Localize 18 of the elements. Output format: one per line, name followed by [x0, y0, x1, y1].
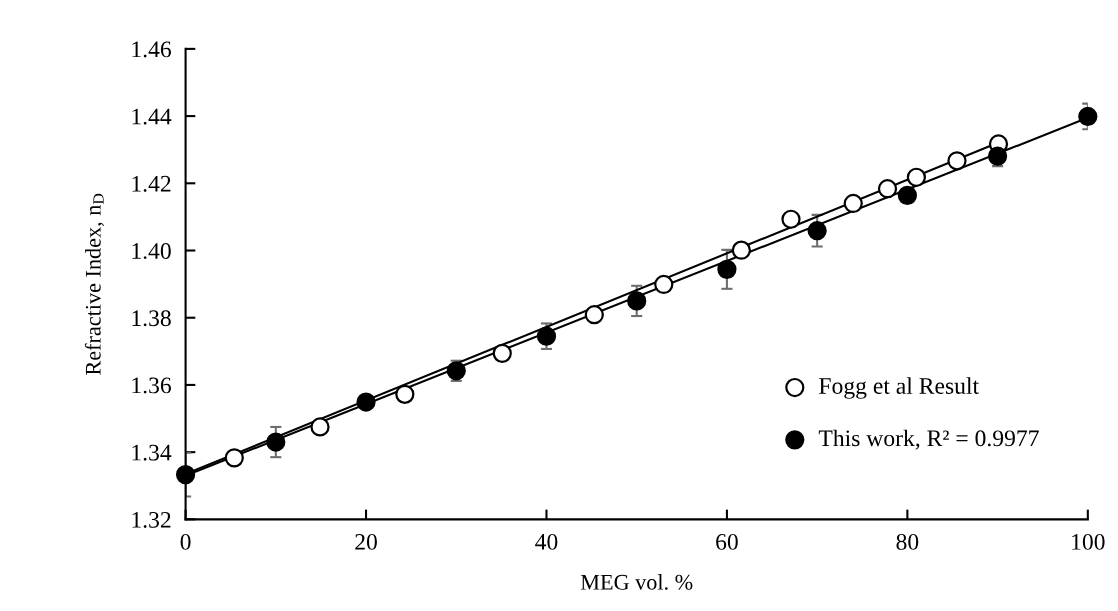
x-tick-label: 20: [355, 533, 377, 550]
legend-label: Fogg et al Result: [819, 377, 979, 399]
x-tick-label: 0: [180, 533, 191, 550]
x-tick-label: 60: [716, 533, 738, 550]
y-tick-label: 1.34: [132, 444, 172, 461]
y-tick-label: 1.38: [132, 310, 171, 327]
y-tick-label: 1.32: [132, 511, 171, 528]
legend-label: This work, R² = 0.9977: [818, 429, 1039, 450]
x-axis-title: MEG vol. %: [580, 574, 693, 590]
y-tick-label: 1.40: [132, 243, 171, 260]
x-tick-label: 40: [535, 533, 558, 550]
y-tick-label: 1.46: [132, 41, 171, 58]
y-axis-title: Refractive Index, n$_{D}$: [84, 193, 104, 375]
y-tick-label: 1.42: [132, 175, 171, 192]
y-tick-label: 1.44: [132, 108, 172, 125]
x-tick-label: 100: [1072, 533, 1105, 550]
x-tick-label: 80: [896, 533, 919, 550]
y-tick-label: 1.36: [132, 377, 171, 394]
